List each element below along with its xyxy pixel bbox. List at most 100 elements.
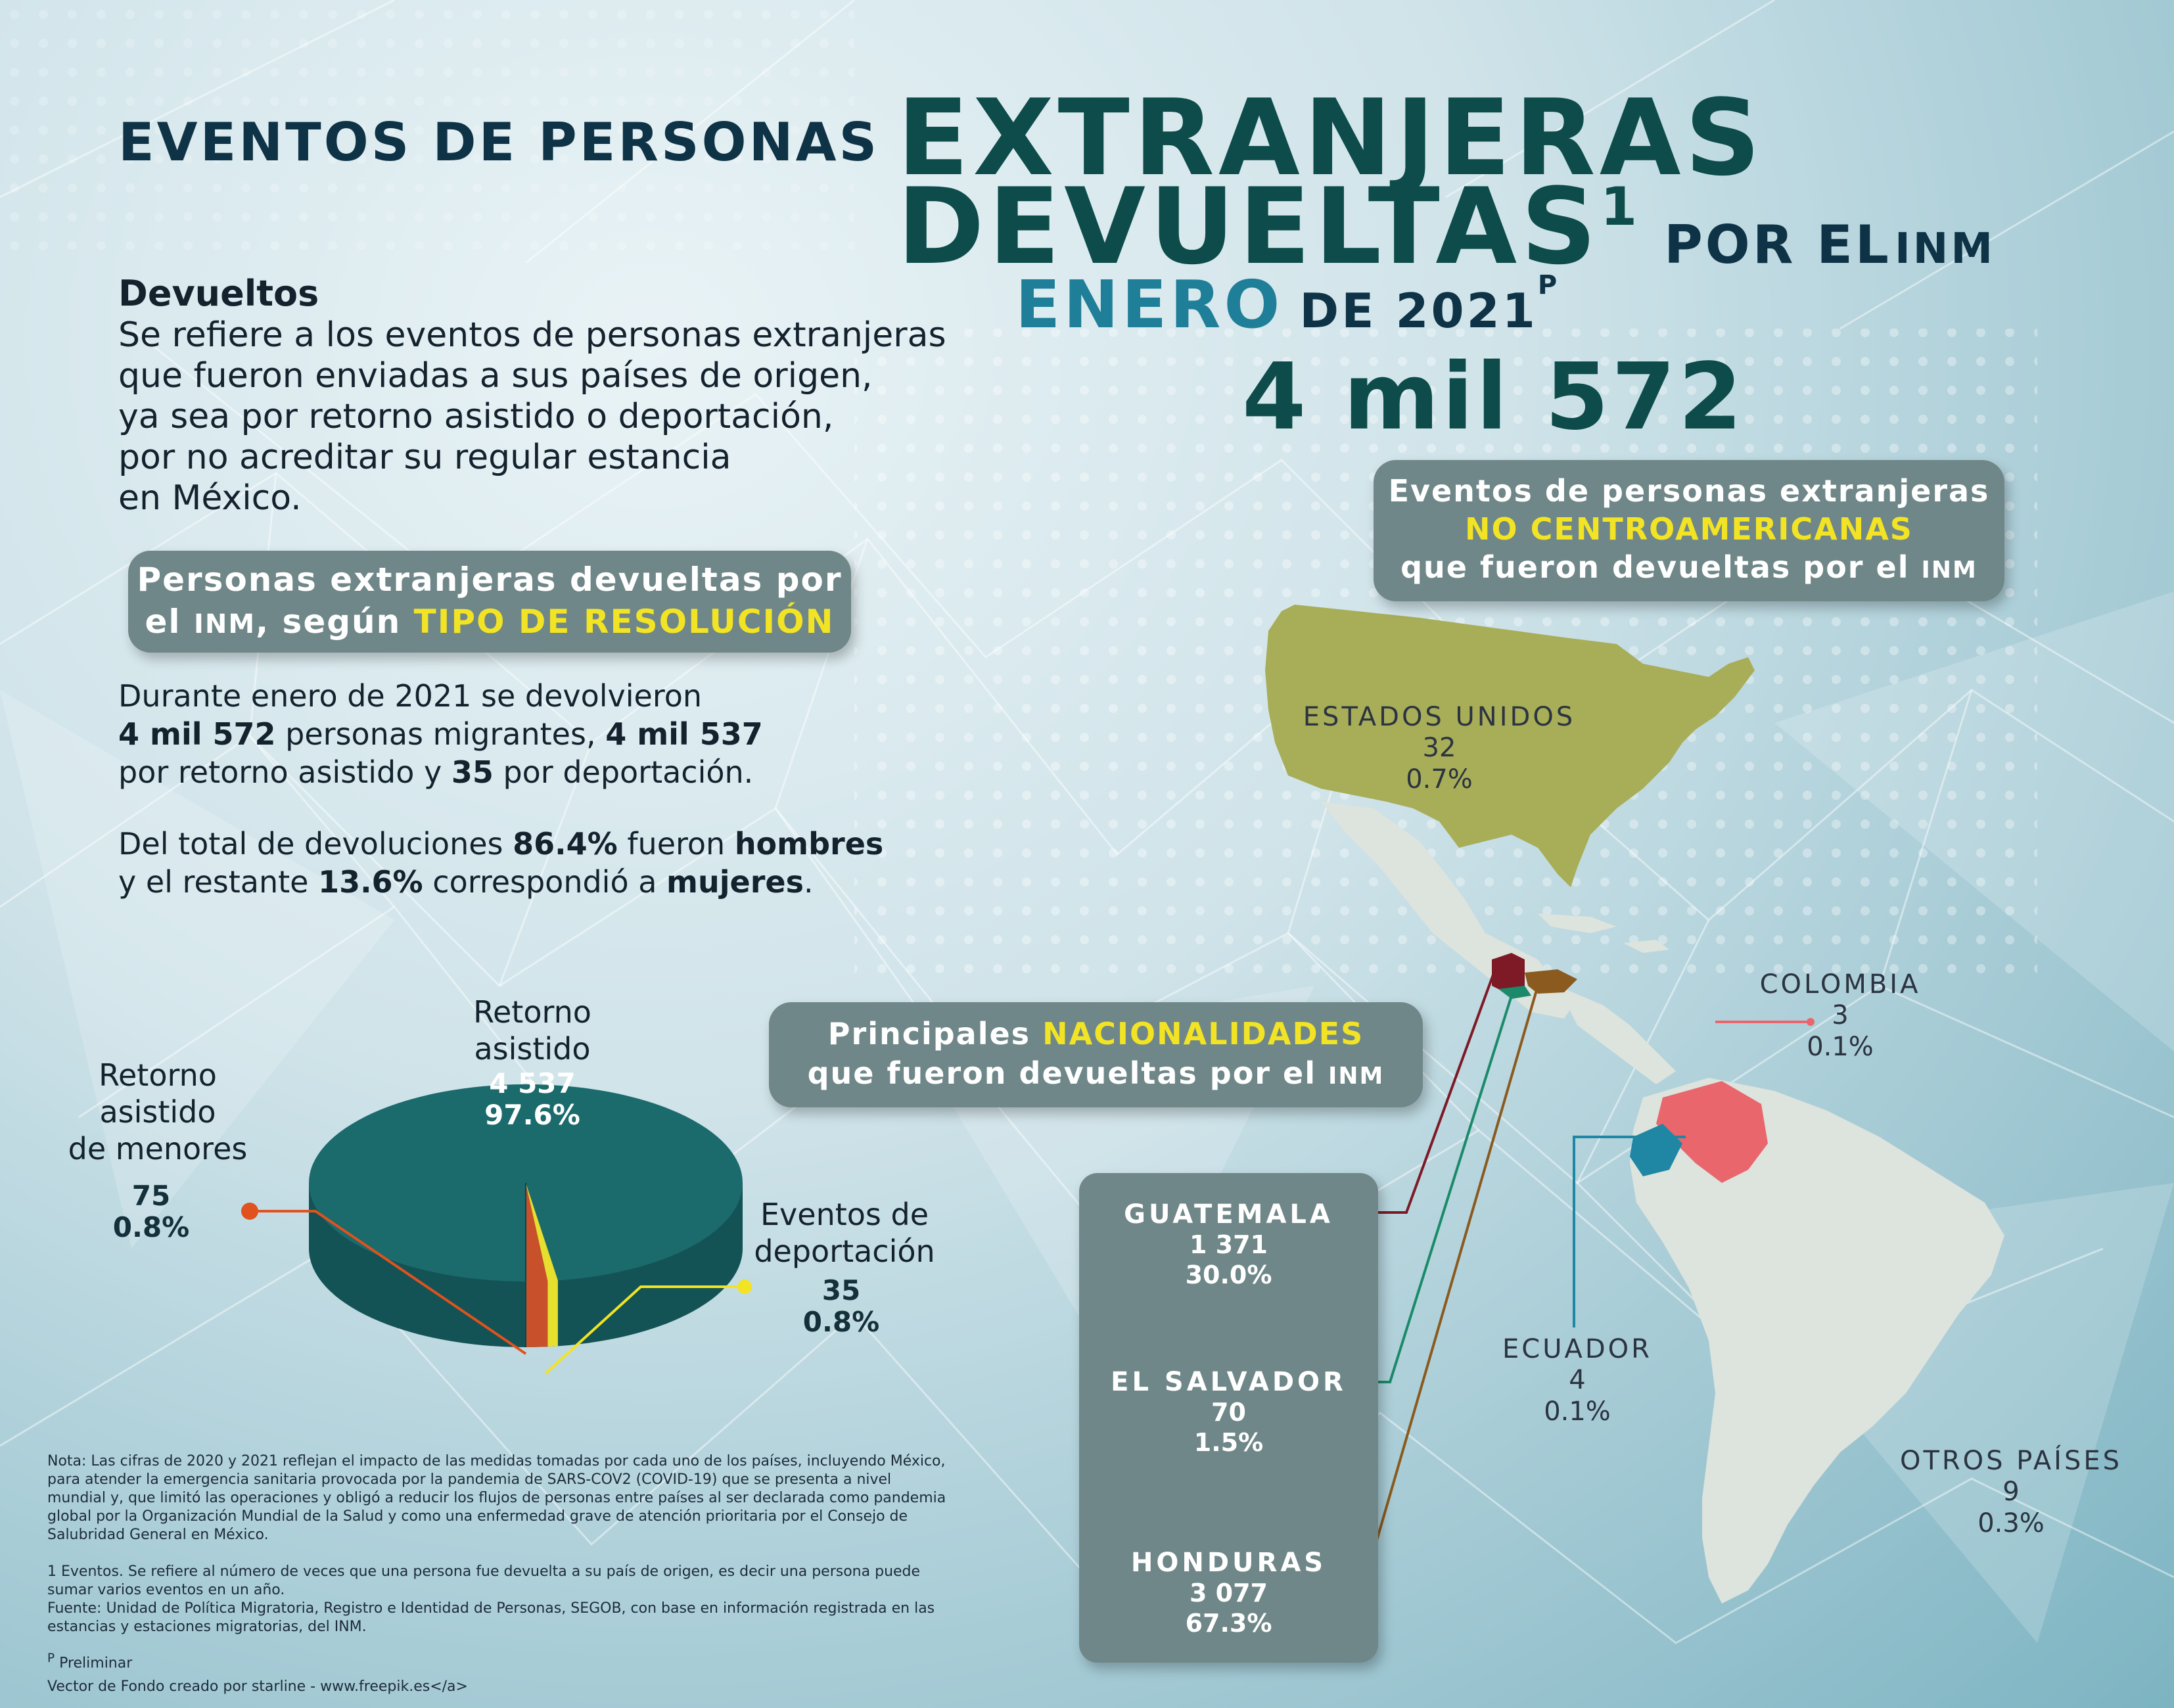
definition-line: en México.	[118, 478, 302, 518]
nationality-value: 1 371	[1190, 1230, 1268, 1259]
summary-text: correspondió a	[423, 864, 667, 900]
guatemala-shape	[1492, 953, 1525, 992]
country-name: OTROS PAÍSES	[1899, 1446, 2123, 1476]
resolution-type-box: Personas extranjeras devueltas por el IN…	[128, 551, 851, 653]
country-name: ESTADOS UNIDOS	[1303, 702, 1576, 732]
pie-value-deportacion: 35 0.8%	[775, 1275, 907, 1338]
summary-bold: hombres	[734, 826, 884, 862]
summary-bold: 4 mil 572	[118, 716, 276, 752]
country-percent: 0.1%	[1807, 1032, 1874, 1062]
pie-label-text: asistido	[474, 1031, 591, 1067]
pie-value-retorno: 4 537 97.6%	[447, 1068, 618, 1131]
non-central-line1: Eventos de personas extranjeras	[1388, 473, 1990, 509]
background-credit: Vector de Fondo creado por starline - ww…	[47, 1678, 468, 1696]
pie-label-text: Retorno	[99, 1057, 217, 1093]
nationalities-line1: Principales	[827, 1016, 1031, 1051]
preliminary-marker: P	[1537, 270, 1560, 300]
footnote-line: sumar varios eventos en un año.	[47, 1582, 285, 1598]
summary-text: por deportación.	[493, 754, 754, 790]
nationality-percent: 30.0%	[1185, 1260, 1272, 1289]
pie-percent: 0.8%	[112, 1211, 190, 1243]
nationalities-highlight: NACIONALIDADES	[1042, 1016, 1364, 1051]
footnote-marker-1: 1	[1600, 176, 1642, 237]
pie-value: 75	[131, 1180, 171, 1212]
non-central-highlight: NO CENTROAMERICANAS	[1465, 511, 1913, 547]
resolution-box-line1: Personas extranjeras devueltas por	[137, 561, 843, 599]
country-name: COLOMBIA	[1759, 969, 1921, 1000]
nationality-percent: 67.3%	[1185, 1609, 1272, 1638]
non-central-line3: que fueron devueltas por el	[1400, 549, 1910, 585]
summary-text: .	[803, 864, 814, 900]
nationality-name: GUATEMALA	[1124, 1199, 1333, 1230]
note-line: mundial y, que limitó las operaciones y …	[47, 1490, 946, 1506]
pie-value: 35	[821, 1274, 861, 1306]
resolution-box-segun: , según	[256, 603, 402, 641]
summary-text: fueron	[617, 826, 735, 862]
note-line: Nota: Las cifras de 2020 y 2021 reflejan…	[47, 1453, 946, 1469]
nationality-value: 3 077	[1190, 1579, 1268, 1607]
source-line: Fuente: Unidad de Política Migratoria, R…	[47, 1600, 935, 1617]
footnote-line: 1 Eventos. Se refiere al número de veces…	[47, 1563, 921, 1580]
pie-label-text: de menores	[68, 1131, 248, 1166]
resolution-box-highlight: TIPO DE RESOLUCIÓN	[413, 603, 835, 641]
summary-bold: 86.4%	[513, 826, 618, 862]
total-returned: 4 mil 572	[1242, 344, 1745, 451]
definition-line: que fueron enviadas a sus países de orig…	[118, 356, 873, 396]
pie-label-retorno: Retorno asistido	[440, 994, 624, 1067]
south-america-shape	[1630, 1078, 2004, 1604]
header-devueltas-row: DEVUELTAS1 POR EL INM	[897, 174, 1995, 279]
header-month-row: ENERO DE 2021P	[1015, 266, 1560, 343]
definition: Devueltos Se refiere a los eventos de pe…	[118, 273, 1012, 519]
country-value: 32	[1422, 733, 1456, 763]
nationality-percent: 1.5%	[1193, 1428, 1264, 1457]
cuba-shape	[1538, 913, 1617, 933]
nationality-el-salvador: EL SALVADOR 70 1.5%	[1079, 1367, 1378, 1458]
definition-line: por no acreditar su regular estancia	[118, 438, 731, 477]
preliminary-text: Preliminar	[59, 1655, 133, 1672]
country-percent: 0.1%	[1544, 1396, 1611, 1427]
summary-bold: 13.6%	[318, 864, 423, 900]
central-america-shape	[1558, 986, 1676, 1084]
summary-text: personas migrantes,	[275, 716, 606, 752]
pie-label-text: Retorno	[473, 994, 591, 1030]
definition-line: ya sea por retorno asistido o deportació…	[118, 397, 834, 436]
note-line: global por la Organización Mundial de la…	[47, 1508, 908, 1525]
nationality-guatemala: GUATEMALA 1 371 30.0%	[1079, 1199, 1378, 1290]
summary-bold: 4 mil 537	[605, 716, 763, 752]
header-por-el: POR EL	[1664, 214, 1891, 275]
usa-shape	[1265, 605, 1755, 887]
header-devueltas: DEVUELTAS	[897, 165, 1601, 288]
summary-text: por retorno asistido y	[118, 754, 451, 790]
summary-bold: 35	[451, 754, 494, 790]
summary-bold: mujeres	[666, 864, 804, 900]
country-value: 9	[2002, 1477, 2020, 1507]
pie-label-text: asistido	[99, 1094, 216, 1130]
source-line: estancias y estaciones migratorias, del …	[47, 1619, 367, 1635]
summary-text: y el restante	[118, 864, 319, 900]
nationality-value: 70	[1211, 1398, 1246, 1427]
pie-percent: 0.8%	[802, 1306, 880, 1338]
country-percent: 0.7%	[1406, 764, 1473, 795]
pie-label-deportacion: Eventos de deportación	[743, 1196, 946, 1270]
definition-title: Devueltos	[118, 273, 319, 314]
resolution-box-el: el	[145, 603, 181, 641]
non-central-inm: INM	[1921, 557, 1977, 584]
pie-slice-menores	[526, 1183, 548, 1347]
summary-paragraph-2: Del total de devoluciones 86.4% fueron h…	[118, 825, 973, 901]
pie-label-text: deportación	[754, 1234, 935, 1269]
header-line1: EVENTOS DE PERSONAS	[118, 112, 880, 173]
pie-value: 4 537	[489, 1067, 576, 1099]
header-year: DE 2021	[1299, 283, 1538, 338]
pie-label-text: Eventos de	[760, 1197, 929, 1232]
nationalities-box: Principales NACIONALIDADES que fueron de…	[769, 1002, 1423, 1107]
header-extranjeras: EXTRANJERAS	[897, 76, 1765, 199]
country-label-ecuador: ECUADOR 4 0.1%	[1479, 1334, 1676, 1427]
pie-percent: 97.6%	[484, 1099, 580, 1131]
pie-value-menores: 75 0.8%	[85, 1180, 217, 1243]
nationality-name: EL SALVADOR	[1111, 1367, 1347, 1397]
nationalities-panel: GUATEMALA 1 371 30.0% EL SALVADOR 70 1.5…	[1079, 1173, 1378, 1663]
notes: Nota: Las cifras de 2020 y 2021 reflejan…	[47, 1452, 1073, 1696]
note-line: Salubridad General en México.	[47, 1527, 269, 1543]
pie-label-menores: Retorno asistido de menores	[59, 1057, 256, 1167]
country-percent: 0.3%	[1977, 1508, 2045, 1538]
